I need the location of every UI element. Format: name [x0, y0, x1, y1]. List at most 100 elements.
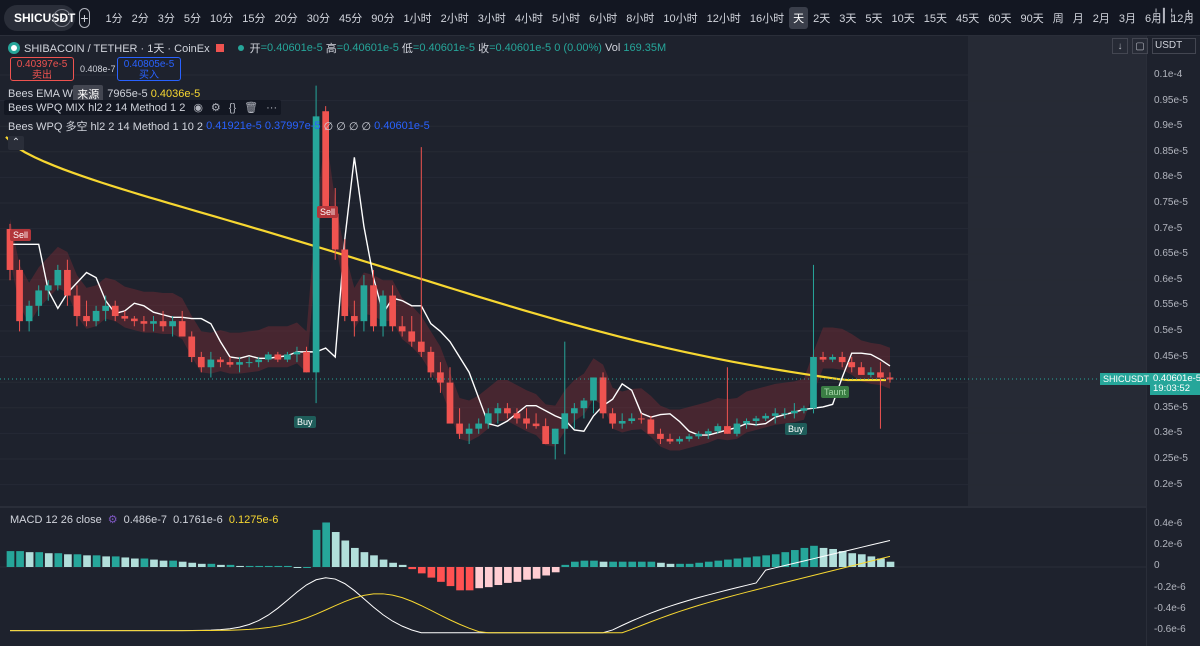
candle-body [389, 295, 396, 327]
interval-button[interactable]: 12月 [1171, 12, 1195, 25]
source-code-icon[interactable]: {} [228, 101, 237, 114]
top-toolbar: SHICUSDT ⌄ + 1分 2分 3分 5分 10分 15分 20分 30分 45分 90分 1… [0, 0, 1200, 36]
sell-signal-label: Sell [317, 206, 339, 218]
macd-histogram-bar [494, 567, 503, 586]
interval-button[interactable]: 2月 [1092, 12, 1110, 25]
ema-value-1: 7965e-5 [107, 88, 148, 100]
current-price-value: 0.40601e-5 [1153, 373, 1200, 384]
candle-body [695, 433, 703, 437]
interval-button[interactable]: 3月 [1118, 12, 1137, 25]
macd-legend[interactable]: MACD 12 26 close ⚙ 0.486e-7 0.1761e-6 0.… [10, 513, 278, 527]
candle-body [111, 305, 119, 317]
spread-value: 0.408e-7 [80, 64, 116, 74]
interval-button[interactable]: 15天 [923, 12, 948, 25]
macd-histogram-bar [446, 567, 455, 587]
maximize-icon[interactable]: ▢ [1132, 38, 1148, 54]
interval-button[interactable]: 2天 [813, 12, 831, 25]
price-chart[interactable] [0, 36, 1200, 646]
indicator-wpq-dual-row[interactable]: Bees WPQ 多空 hl2 2 14 Method 1 10 2 0.419… [8, 118, 430, 134]
symbol-search-button[interactable]: SHICUSDT ⌄ [4, 4, 76, 31]
price-axis[interactable] [1146, 36, 1200, 646]
interval-button[interactable]: 8小时 [626, 12, 655, 25]
macd-histogram-bar [274, 565, 283, 567]
candle-body [762, 415, 769, 419]
interval-button[interactable]: 90分 [371, 12, 395, 25]
price-tick-label: 0.25e-5 [1154, 453, 1188, 464]
candle-body [494, 408, 502, 414]
interval-button[interactable]: 1小时 [403, 12, 432, 25]
interval-button[interactable]: 20分 [274, 12, 298, 25]
settings-icon[interactable]: ⚙ [210, 102, 221, 114]
eye-icon[interactable]: ◉ [193, 102, 203, 114]
candle-body [245, 362, 253, 364]
interval-button[interactable]: 1分 [105, 12, 123, 25]
price-tick-label: 0.95e-5 [1154, 94, 1188, 106]
candle-body [771, 413, 779, 416]
chevron-down-icon[interactable]: ⌄ [53, 8, 72, 27]
interval-button[interactable]: 2分 [131, 12, 149, 25]
macd-histogram-bar [351, 547, 359, 567]
macd-histogram-bar [370, 555, 378, 567]
candle-body [561, 413, 569, 429]
interval-button[interactable]: 5天 [865, 12, 883, 25]
interval-button[interactable]: 10天 [891, 12, 915, 25]
interval-button[interactable]: 6月 [1145, 12, 1163, 25]
interval-button[interactable]: 16小时 [749, 12, 785, 25]
candle-body [207, 359, 215, 368]
low-label: 低 [401, 43, 413, 55]
interval-button[interactable]: 60天 [988, 12, 1012, 25]
macd-histogram-bar [465, 567, 474, 591]
sell-price: 0.40397e-5 [16, 59, 68, 70]
candle-body [6, 229, 14, 270]
price-tick-label: 0.6e-5 [1154, 273, 1183, 285]
add-symbol-button[interactable]: + [79, 7, 90, 28]
delete-icon[interactable]: 🗑 [244, 102, 259, 114]
indicator-wpq-mix-row[interactable]: Bees WPQ MIX hl2 2 14 Method 1 2 ◉ ⚙ {} … [4, 100, 282, 115]
candle-body [64, 269, 71, 296]
wpq-dual-value-2: 0.37997e-5 [264, 120, 321, 132]
interval-button[interactable]: 3天 [839, 12, 857, 25]
collapse-legend-button[interactable]: ⌃ [8, 136, 24, 150]
wpq-line [10, 157, 891, 436]
interval-button[interactable]: 5分 [183, 12, 202, 25]
interval-button[interactable]: 6小时 [589, 12, 618, 25]
settings-icon[interactable]: ⚙ [107, 514, 118, 526]
interval-button[interactable]: 4小时 [514, 12, 544, 25]
interval-button[interactable]: 周 [1052, 12, 1064, 25]
more-icon[interactable]: ··· [266, 101, 278, 114]
interval-button[interactable]: 3分 [157, 12, 175, 25]
interval-button[interactable]: 5小时 [552, 12, 581, 25]
candle-style-icon[interactable]: ┆┃┆ [1152, 8, 1176, 23]
sell-button[interactable]: 0.40397e-5 卖出 [10, 57, 74, 81]
interval-button[interactable]: 2小时 [440, 12, 469, 25]
interval-button[interactable]: 12小时 [706, 12, 741, 25]
macd-tick-label: 0.4e-6 [1154, 518, 1183, 529]
macd-histogram-bar [475, 567, 484, 589]
macd-histogram-bar [676, 563, 684, 567]
interval-button[interactable]: 90天 [1020, 12, 1044, 25]
chart-area[interactable]: SHIBACOIN / TETHER · 1天 · CoinEx 开 =0.406… [0, 36, 1200, 646]
buy-label: 买入 [139, 70, 159, 81]
buy-button[interactable]: 0.40805e-5 买入 [117, 57, 181, 81]
macd-histogram-bar [456, 567, 464, 591]
indicator-ema-row[interactable]: Bees EMA Wi 来源 7965e-5 0.4036e-5 [8, 85, 200, 103]
interval-button[interactable]: 30分 [306, 12, 331, 25]
interval-button[interactable]: 15分 [242, 12, 266, 25]
interval-button[interactable]: 天 [789, 6, 809, 29]
interval-button[interactable]: 45分 [339, 12, 363, 25]
candle-body [532, 423, 540, 427]
macd-tick-label: -0.4e-6 [1154, 602, 1186, 614]
interval-button[interactable]: 月 [1072, 12, 1084, 25]
arrow-down-icon[interactable]: ↓ [1112, 38, 1128, 54]
taunt-signal-label: Taunt [821, 386, 850, 398]
candle-body [733, 423, 741, 434]
interval-button[interactable]: 10小时 [663, 12, 698, 25]
price-tick-label: 0.75e-5 [1154, 197, 1188, 208]
macd-line [10, 540, 891, 634]
interval-button[interactable]: 10分 [210, 12, 234, 25]
candle-body [704, 431, 712, 434]
interval-button[interactable]: 3小时 [477, 12, 506, 25]
indicators-icon[interactable]: ⌇ [1185, 8, 1192, 23]
interval-button[interactable]: 45天 [956, 12, 980, 25]
currency-selector[interactable]: USDT [1152, 38, 1196, 54]
